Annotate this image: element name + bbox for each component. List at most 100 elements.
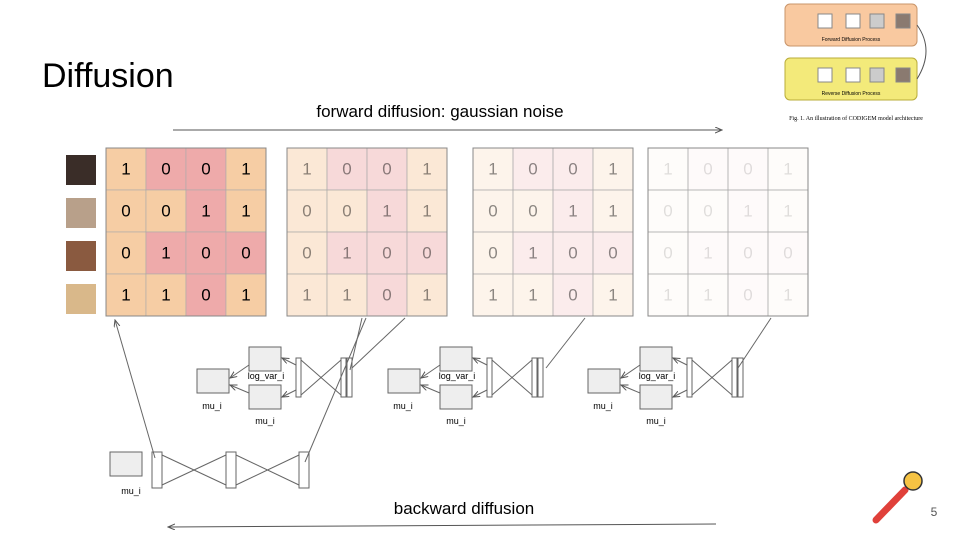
grid-value: 0 [121, 243, 130, 262]
grid-cell [472, 273, 514, 317]
grid-value: 0 [528, 201, 537, 220]
grid-value: 1 [703, 243, 712, 262]
connector [473, 358, 488, 366]
label: mu_i [593, 401, 613, 411]
grid-cell [406, 147, 448, 191]
grid-value: 1 [703, 285, 712, 304]
grid-value: 0 [703, 159, 712, 178]
grid-value: 1 [302, 159, 311, 178]
bar [686, 357, 693, 398]
grid-value: 0 [201, 285, 210, 304]
grid-cell [406, 273, 448, 317]
grid-border [647, 147, 809, 317]
grid-value: 0 [568, 285, 577, 304]
grid-value: 0 [382, 285, 391, 304]
grid-value: 0 [703, 201, 712, 220]
bar [531, 357, 538, 398]
grid-value: 1 [783, 201, 792, 220]
grid-value: 1 [241, 159, 250, 178]
grid-cell [647, 189, 689, 233]
grid-cell [185, 147, 227, 191]
inset-forward: Forward Diffusion Process [822, 37, 881, 43]
grid-cell [105, 147, 147, 191]
connector [621, 364, 641, 378]
grid-value: 0 [382, 243, 391, 262]
page-number: 5 [931, 505, 938, 519]
grid-cell [592, 231, 634, 275]
grid-value: 1 [783, 159, 792, 178]
grid: 1 0 0 1 0 0 1 1 0 1 0 0 1 1 0 1 [647, 147, 809, 317]
grid-value: 1 [488, 159, 497, 178]
label: mu_i [446, 416, 466, 426]
backward-label: backward diffusion [394, 499, 535, 518]
grid-value: 0 [663, 201, 672, 220]
backward-arrow [168, 523, 717, 527]
grid-value: 1 [608, 201, 617, 220]
grid-value: 1 [241, 285, 250, 304]
grid-value: 1 [528, 285, 537, 304]
connector [691, 359, 733, 396]
grid-value: 1 [608, 159, 617, 178]
face [66, 284, 96, 314]
grid-cell [592, 147, 634, 191]
bar [340, 357, 347, 398]
connector [235, 454, 300, 486]
bar [295, 357, 302, 398]
grid-cell [326, 231, 368, 275]
grid: 1 0 0 1 0 0 1 1 0 1 0 0 1 1 0 1 [105, 147, 267, 317]
bar [298, 451, 310, 489]
grid-cell [512, 231, 554, 275]
grid-value: 1 [161, 285, 170, 304]
grid-value: 0 [488, 201, 497, 220]
networks: log_var_i mu_i mu_i log_var_i mu_i mu_i log_va… [109, 317, 772, 496]
grid-value: 1 [121, 285, 130, 304]
grid-cell [767, 231, 809, 275]
grid-value: 1 [608, 285, 617, 304]
grid-cell [687, 147, 729, 191]
connector [737, 317, 772, 369]
grid-value: 0 [568, 243, 577, 262]
grid-value: 0 [342, 201, 351, 220]
grid-value: 1 [342, 243, 351, 262]
grid-value: 0 [161, 201, 170, 220]
grid-cell [647, 273, 689, 317]
face [66, 155, 96, 185]
connector [230, 364, 250, 378]
grid-border [105, 147, 267, 317]
face [66, 241, 96, 271]
pipette-icon [872, 471, 923, 524]
grid-cell [512, 273, 554, 317]
grid-value: 0 [743, 285, 752, 304]
grid: 1 0 0 1 0 0 1 1 0 1 0 0 1 1 0 1 [286, 147, 448, 317]
grid-value: 0 [161, 159, 170, 178]
label: mu_i [646, 416, 666, 426]
connector [230, 385, 250, 394]
bar [731, 357, 738, 398]
label: mu_i [393, 401, 413, 411]
grid-value: 1 [302, 285, 311, 304]
grid-value: 1 [663, 285, 672, 304]
grid-value: 0 [201, 243, 210, 262]
connector [673, 389, 688, 397]
grid-value: 1 [422, 159, 431, 178]
inset-reverse: Reverse Diffusion Process [822, 91, 881, 97]
box [248, 346, 282, 372]
box [387, 368, 421, 394]
grid-cell [592, 273, 634, 317]
grid-cell [105, 189, 147, 233]
inset-caption: Fig. 1. An illustration of CODIGEM model… [789, 115, 923, 122]
grid-value: 1 [422, 201, 431, 220]
grid-cell [185, 273, 227, 317]
grid-value: 1 [121, 159, 130, 178]
grid-cell [326, 189, 368, 233]
grid-value: 0 [342, 159, 351, 178]
grid: 1 0 0 1 0 0 1 1 0 1 0 0 1 1 0 1 [472, 147, 634, 317]
grid-cell [687, 273, 729, 317]
grid-value: 1 [568, 201, 577, 220]
box [109, 451, 143, 477]
grid-cell [472, 189, 514, 233]
grid-cell [366, 231, 408, 275]
grid-value: 0 [201, 159, 210, 178]
face [66, 198, 96, 228]
